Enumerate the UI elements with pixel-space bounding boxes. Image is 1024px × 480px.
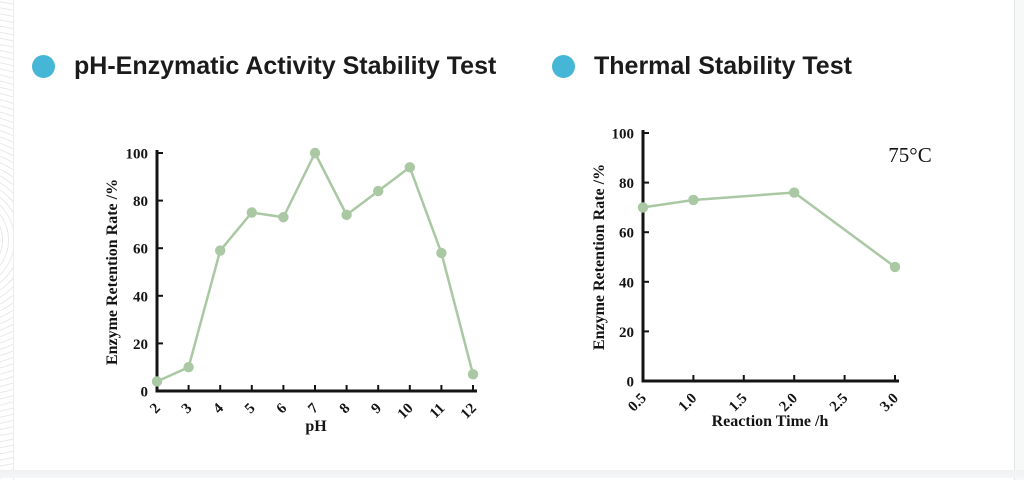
x-tick-label: 1.5: [726, 391, 751, 416]
x-tick-label: 0.5: [625, 391, 650, 416]
series-line: [156, 151, 475, 383]
y-tick-label: 80: [133, 194, 148, 210]
series-line: [642, 191, 896, 268]
left-edge-texture: [0, 0, 14, 480]
chart-header-thermal: Thermal Stability Test: [552, 51, 852, 81]
y-tick-label: 20: [619, 325, 634, 341]
y-tick-label: 60: [133, 242, 148, 258]
x-tick-label: 9: [368, 401, 385, 418]
x-tick-label: 11: [427, 401, 448, 422]
y-axis-title: Enzyme Retention Rate /%: [591, 164, 608, 350]
x-tick-label: 10: [395, 401, 417, 423]
data-point-marker: [467, 369, 479, 380]
data-point-marker: [151, 376, 163, 387]
bullet-icon: [552, 54, 575, 78]
x-tick-label: 12: [458, 401, 480, 423]
bullet-icon: [32, 54, 55, 78]
x-axis-title: Reaction Time /h: [712, 413, 829, 430]
data-point-marker: [436, 247, 447, 259]
chart-header-ph: pH-Enzymatic Activity Stability Test: [32, 51, 496, 81]
data-point-marker: [373, 185, 384, 197]
y-tick-label: 80: [619, 176, 634, 192]
x-tick-label: 2.5: [827, 391, 852, 416]
y-axis-title: Enzyme Retention Rate /%: [104, 179, 121, 365]
x-axis-title: pH: [305, 418, 327, 435]
data-point-marker: [309, 147, 321, 159]
y-tick-label: 0: [627, 375, 635, 391]
data-point-marker: [889, 261, 901, 273]
data-point-marker: [404, 162, 415, 173]
y-tick-label: 40: [133, 289, 148, 305]
y-tick-label: 0: [141, 385, 149, 401]
axes: [155, 150, 477, 393]
ph-activity-chart: 0 20 40 60 80 100 2 3 4 5 6 7 8 9 10 11 12 Enzyme Retenti…: [104, 147, 480, 436]
chart-title-thermal: Thermal Stability Test: [594, 52, 852, 80]
x-tick-label: 2.0: [776, 391, 801, 416]
data-point-marker: [246, 207, 257, 218]
chart-annotation: 75°C: [888, 143, 931, 167]
data-point-marker: [215, 245, 226, 256]
data-point-marker: [341, 209, 352, 221]
axes: [641, 130, 899, 383]
x-tick-label: 6: [274, 400, 291, 417]
x-tick-label: 3.0: [877, 391, 902, 416]
y-tick-label: 20: [133, 337, 148, 353]
y-tick-label: 100: [126, 147, 149, 163]
y-tick-label: 60: [619, 226, 634, 242]
bottom-edge-band: [0, 470, 1024, 478]
x-tick-label: 4: [210, 400, 227, 417]
x-tick-label: 5: [242, 401, 259, 418]
x-tick-label: 7: [305, 400, 322, 417]
x-tick-label: 2: [147, 401, 164, 418]
data-point-marker: [637, 202, 649, 213]
data-point-marker: [688, 194, 699, 206]
x-tick-label: 8: [337, 401, 354, 418]
data-point-marker: [789, 187, 800, 198]
data-point-marker: [183, 362, 194, 373]
chart-title-ph: pH-Enzymatic Activity Stability Test: [74, 52, 497, 80]
x-tick-label: 3: [179, 401, 196, 418]
right-edge-strip: [1014, 0, 1024, 480]
y-tick-label: 100: [612, 127, 635, 143]
thermal-stability-chart: 0 20 40 60 80 100 0.5 1.0 1.5 2.0 2.5 3.0 Enzyme Ret…: [591, 127, 932, 431]
x-tick-label: 1.0: [676, 391, 701, 416]
y-tick-label: 40: [619, 275, 634, 291]
data-point-marker: [278, 212, 289, 223]
